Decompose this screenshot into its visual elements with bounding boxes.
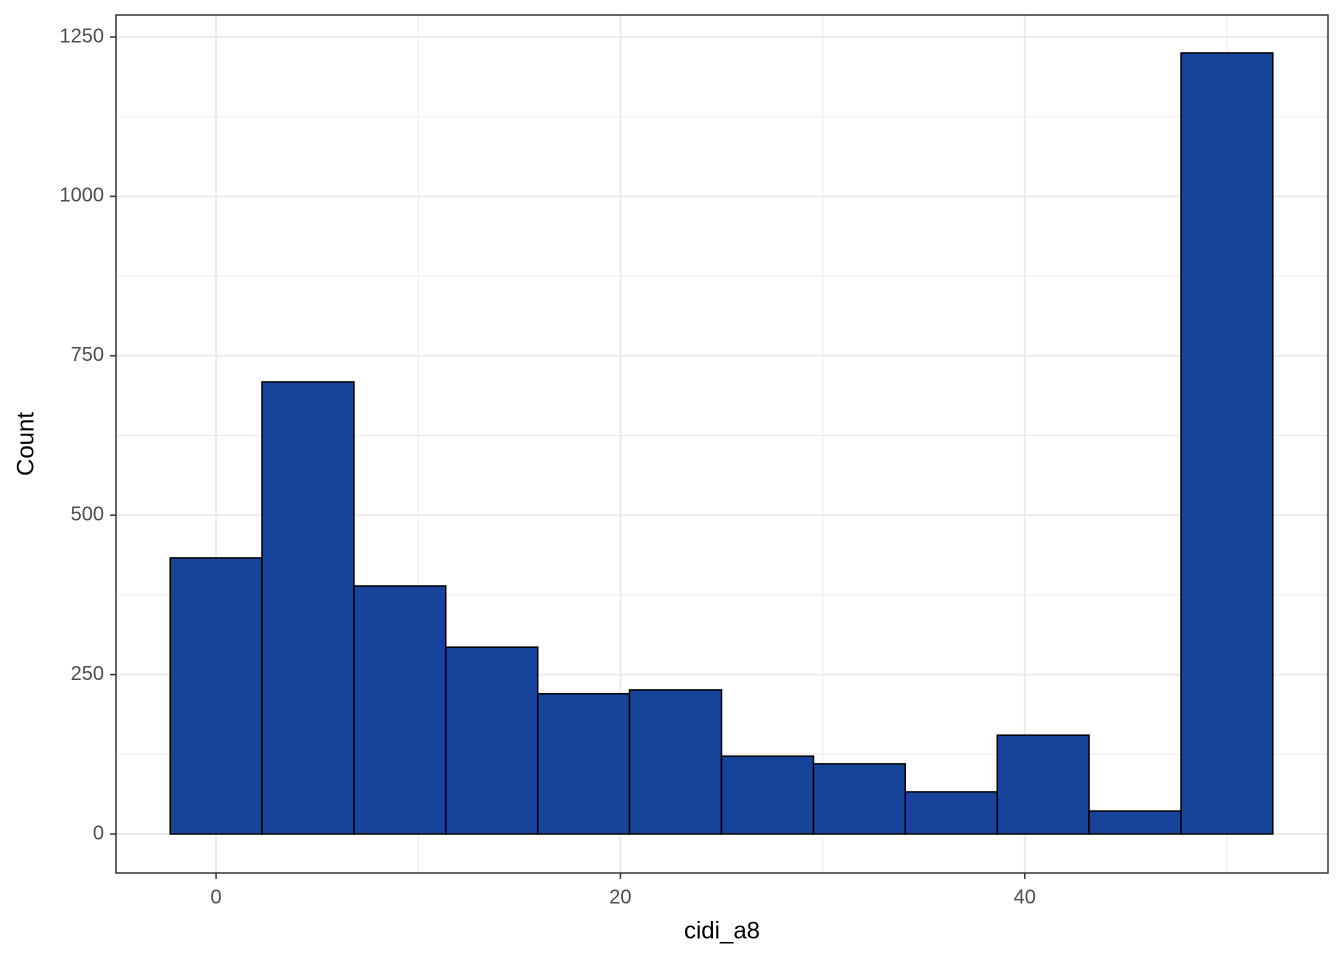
bar [444, 646, 539, 835]
bar [720, 755, 815, 835]
y-axis-title: Count [12, 412, 39, 476]
bar [628, 689, 723, 835]
bar [1180, 52, 1274, 835]
x-axis-title: cidi_a8 [684, 917, 760, 944]
bar [536, 692, 631, 835]
y-tick-label: 1250 [60, 25, 105, 47]
bar [1088, 810, 1182, 835]
y-tick-label: 500 [71, 503, 104, 525]
y-tick-label: 250 [71, 663, 104, 685]
y-tick-label: 0 [93, 822, 104, 844]
panel-border [115, 14, 1329, 874]
bar [353, 585, 447, 835]
bar [996, 734, 1090, 835]
x-tick-label: 0 [211, 886, 222, 908]
x-tick-label: 40 [1014, 886, 1036, 908]
bar [812, 763, 907, 835]
y-tick-label: 750 [71, 344, 104, 366]
bar [904, 791, 999, 835]
bar [261, 381, 355, 835]
y-tick-label: 1000 [60, 185, 105, 207]
bar [169, 557, 263, 835]
x-tick-label: 20 [609, 886, 631, 908]
